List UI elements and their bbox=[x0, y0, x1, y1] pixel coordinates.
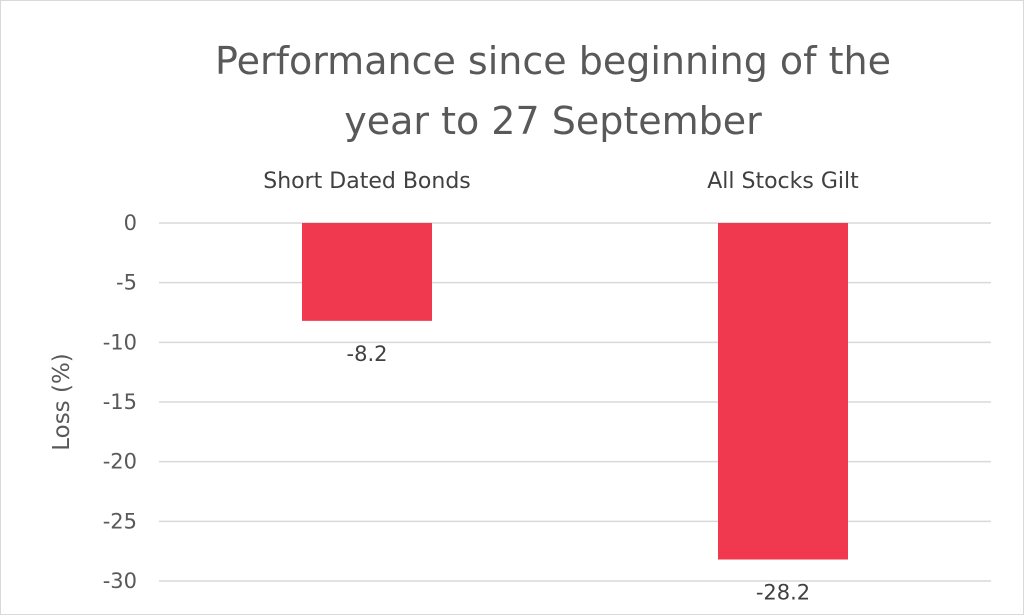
bars bbox=[302, 223, 848, 560]
category-label: All Stocks Gilt bbox=[707, 169, 859, 194]
bar bbox=[302, 223, 432, 321]
y-tick-label: 0 bbox=[124, 211, 137, 235]
data-label: -8.2 bbox=[347, 342, 388, 366]
category-labels: Short Dated Bonds All Stocks Gilt bbox=[263, 169, 859, 194]
y-tick-label: -25 bbox=[103, 509, 137, 533]
gridlines bbox=[159, 222, 991, 582]
chart-title: Performance since beginning of the year … bbox=[215, 39, 891, 143]
category-label: Short Dated Bonds bbox=[263, 169, 471, 194]
chart-title-line-1: Performance since beginning of the bbox=[215, 39, 891, 83]
y-axis-title: Loss (%) bbox=[49, 353, 75, 451]
bar bbox=[718, 223, 848, 560]
chart-title-line-2: year to 27 September bbox=[344, 99, 762, 143]
y-tick-label: -20 bbox=[103, 450, 137, 474]
y-tick-label: -5 bbox=[116, 271, 137, 295]
y-axis-ticks: 0 -5 -10 -15 -20 -25 -30 bbox=[103, 211, 137, 593]
y-tick-label: -30 bbox=[103, 569, 137, 593]
y-tick-label: -15 bbox=[103, 390, 137, 414]
data-label: -28.2 bbox=[756, 581, 810, 605]
data-labels: -8.2 -28.2 bbox=[347, 342, 811, 605]
y-tick-label: -10 bbox=[103, 330, 137, 354]
